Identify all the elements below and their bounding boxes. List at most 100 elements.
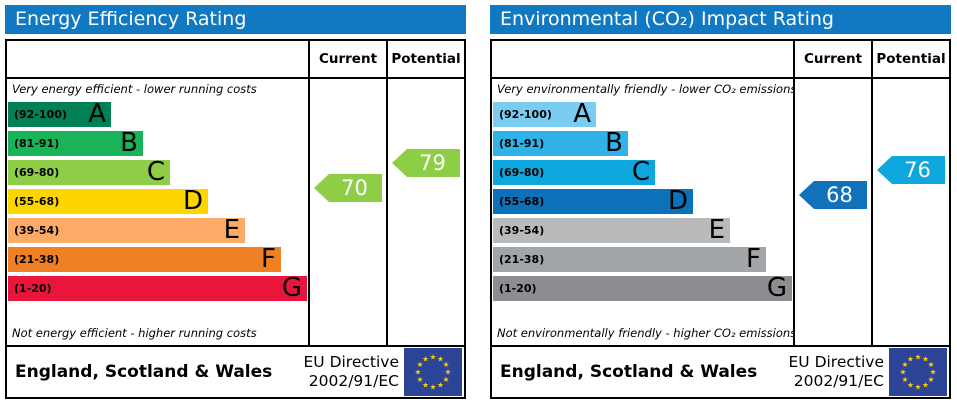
header-spacer-cell [492,41,793,79]
current-rating-arrow: 70 [314,174,382,202]
potential-rating-arrow: 76 [877,156,945,184]
band-range: (69-80) [14,166,60,179]
energy-bands: (92-100) A (81-91) B (69-80) C (55-68) D (39… [8,99,308,305]
band-letter: B [120,128,138,158]
band-letter: C [631,157,650,187]
svg-text:★: ★ [445,368,452,377]
svg-text:★: ★ [902,375,909,384]
band-letter: A [573,99,591,129]
band-a: (92-100) A [8,99,111,129]
band-range: (55-68) [499,195,545,208]
energy-rating-table: Current Potential Very energy efficient … [5,39,466,399]
eu-directive-label: EU Directive 2002/91/EC [304,353,400,390]
energy-band-chart: Very energy efficient - lower running co… [7,79,308,345]
co2-rating-table: Current Potential Very environmentally f… [490,39,951,399]
current-rating-cell: 68 [793,79,871,345]
eu-flag-icon: ★ ★★ ★★★ ★★★ ★★★ [889,348,947,396]
environmental-impact-panel: Environmental (CO₂) Impact Rating Curren… [490,5,951,399]
band-letter: A [88,99,106,129]
svg-text:★: ★ [417,360,424,369]
column-header-current: Current [793,41,871,79]
band-c: (69-80) C [8,157,170,187]
band-a: (92-100) A [493,99,596,129]
potential-rating-cell: 79 [386,79,464,345]
band-range: (1-20) [14,282,52,295]
svg-text:★: ★ [907,355,914,364]
eu-directive-line2: 2002/91/EC [793,372,884,390]
region-label: England, Scotland & Wales [15,362,273,382]
band-letter: C [146,157,165,187]
band-range: (92-100) [499,108,552,121]
svg-text:★: ★ [922,355,929,364]
svg-text:★: ★ [907,381,914,390]
band-letter: D [182,186,203,216]
svg-text:★: ★ [422,381,429,390]
band-range: (1-20) [499,282,537,295]
band-range: (81-91) [499,137,545,150]
eu-directive-line1: EU Directive [788,353,885,372]
band-letter: E [223,215,240,245]
co2-bands: (92-100) A (81-91) B (69-80) C (55-68) D (39… [493,99,793,305]
svg-text:★: ★ [430,383,437,392]
band-letter: B [605,128,623,158]
panel-footer: England, Scotland & Wales EU Directive 2… [7,345,464,397]
svg-text:★: ★ [437,381,444,390]
band-d: (55-68) D [493,186,693,216]
eu-directive-line2: 2002/91/EC [308,372,399,390]
current-rating-arrow: 68 [799,181,867,209]
svg-text:★: ★ [928,375,935,384]
panel-title-energy: Energy Efficiency Rating [5,5,466,34]
co2-band-chart: Very environmentally friendly - lower CO… [492,79,793,345]
band-letter: E [708,215,725,245]
band-letter: G [766,273,787,303]
band-letter: F [261,244,276,274]
svg-text:★: ★ [930,368,937,377]
potential-rating-cell: 76 [871,79,949,345]
band-g: (1-20) G [493,273,792,303]
top-caption: Very environmentally friendly - lower CO… [497,82,793,96]
band-range: (21-38) [499,253,545,266]
region-label: England, Scotland & Wales [500,362,758,382]
svg-text:★: ★ [928,360,935,369]
eu-directive-line1: EU Directive [303,353,400,372]
bottom-caption: Not energy efficient - higher running co… [12,326,257,340]
band-letter: D [667,186,688,216]
svg-text:★: ★ [900,368,907,377]
band-letter: G [281,273,302,303]
svg-text:★: ★ [437,355,444,364]
header-spacer-cell [7,41,308,79]
svg-text:★: ★ [915,383,922,392]
band-b: (81-91) B [493,128,628,158]
band-f: (21-38) F [493,244,766,274]
column-header-potential: Potential [386,41,464,79]
band-letter: F [746,244,761,274]
panel-title-co2: Environmental (CO₂) Impact Rating [490,5,951,34]
svg-text:★: ★ [415,368,422,377]
svg-text:★: ★ [443,360,450,369]
svg-text:★: ★ [915,353,922,362]
band-e: (39-54) E [8,215,245,245]
panel-footer: England, Scotland & Wales EU Directive 2… [492,345,949,397]
band-range: (81-91) [14,137,60,150]
svg-text:★: ★ [430,353,437,362]
eu-flag-icon: ★ ★★ ★★★ ★★★ ★★★ [404,348,462,396]
band-range: (92-100) [14,108,67,121]
band-range: (55-68) [14,195,60,208]
top-caption: Very energy efficient - lower running co… [12,82,257,96]
energy-efficiency-panel: Energy Efficiency Rating Current Potenti… [5,5,466,399]
band-range: (39-54) [499,224,545,237]
column-header-potential: Potential [871,41,949,79]
svg-text:★: ★ [922,381,929,390]
band-e: (39-54) E [493,215,730,245]
band-f: (21-38) F [8,244,281,274]
svg-text:★: ★ [417,375,424,384]
column-header-current: Current [308,41,386,79]
eu-directive-label: EU Directive 2002/91/EC [789,353,885,390]
band-range: (39-54) [14,224,60,237]
svg-text:★: ★ [902,360,909,369]
potential-rating-arrow: 79 [392,149,460,177]
band-range: (21-38) [14,253,60,266]
band-g: (1-20) G [8,273,307,303]
band-d: (55-68) D [8,186,208,216]
svg-text:★: ★ [443,375,450,384]
